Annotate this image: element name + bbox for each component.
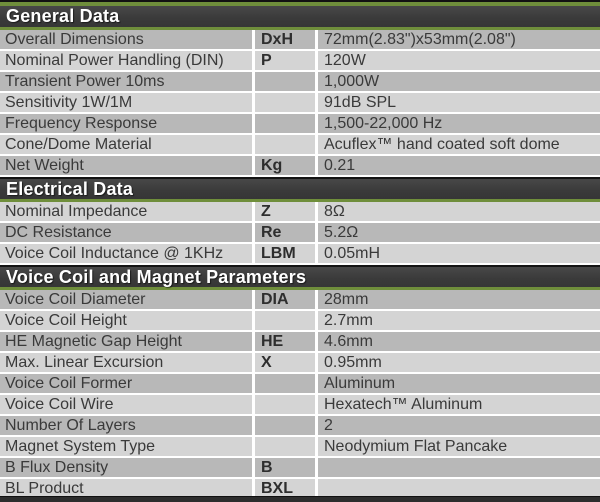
table-row: Nominal Impedance Z 8Ω <box>0 202 600 223</box>
row-label: Number Of Layers <box>0 416 252 435</box>
table-row: DC Resistance Re 5.2Ω <box>0 223 600 244</box>
row-value: Aluminum <box>318 374 600 393</box>
row-symbol <box>255 72 315 91</box>
row-symbol: DIA <box>255 290 315 309</box>
section-header: Electrical Data <box>0 177 600 202</box>
section-header: General Data <box>0 2 600 30</box>
top-edge-bar <box>0 0 600 2</box>
row-symbol: BXL <box>255 479 315 498</box>
row-value <box>318 458 600 477</box>
row-value: 8Ω <box>318 202 600 221</box>
table-row: Transient Power 10ms 1,000W <box>0 72 600 93</box>
row-label: Nominal Impedance <box>0 202 252 221</box>
row-value: Hexatech™ Aluminum <box>318 395 600 414</box>
row-label: Magnet System Type <box>0 437 252 456</box>
table-row: HE Magnetic Gap Height HE 4.6mm <box>0 332 600 353</box>
table-row: Voice Coil Height 2.7mm <box>0 311 600 332</box>
row-symbol <box>255 416 315 435</box>
row-value: 5.2Ω <box>318 223 600 242</box>
row-label: Overall Dimensions <box>0 30 252 49</box>
table-row: Voice Coil Inductance @ 1KHz LBM 0.05mH <box>0 244 600 265</box>
row-label: Voice Coil Wire <box>0 395 252 414</box>
row-label: Voice Coil Former <box>0 374 252 393</box>
table-row: B Flux Density B <box>0 458 600 479</box>
row-symbol <box>255 395 315 414</box>
row-value: 0.21 <box>318 156 600 175</box>
row-value: 1,500-22,000 Hz <box>318 114 600 133</box>
table-row: Nominal Power Handling (DIN) P 120W <box>0 51 600 72</box>
row-value: 72mm(2.83")x53mm(2.08") <box>318 30 600 49</box>
table-row: Overall Dimensions DxH 72mm(2.83")x53mm(2.… <box>0 30 600 51</box>
row-symbol: X <box>255 353 315 372</box>
table-row: Voice Coil Wire Hexatech™ Aluminum <box>0 395 600 416</box>
row-label: B Flux Density <box>0 458 252 477</box>
table-row: Voice Coil Diameter DIA 28mm <box>0 290 600 311</box>
row-value: 120W <box>318 51 600 70</box>
row-symbol: Re <box>255 223 315 242</box>
row-label: BL Product <box>0 479 252 498</box>
row-label: Cone/Dome Material <box>0 135 252 154</box>
row-value: 91dB SPL <box>318 93 600 112</box>
table-row: Net Weight Kg 0.21 <box>0 156 600 177</box>
table-row: Sensitivity 1W/1M 91dB SPL <box>0 93 600 114</box>
row-symbol: Z <box>255 202 315 221</box>
row-symbol <box>255 93 315 112</box>
row-label: Nominal Power Handling (DIN) <box>0 51 252 70</box>
table-row: Max. Linear Excursion X 0.95mm <box>0 353 600 374</box>
row-label: Sensitivity 1W/1M <box>0 93 252 112</box>
row-label: Max. Linear Excursion <box>0 353 252 372</box>
row-label: Transient Power 10ms <box>0 72 252 91</box>
row-value: 4.6mm <box>318 332 600 351</box>
row-symbol: P <box>255 51 315 70</box>
row-value: 1,000W <box>318 72 600 91</box>
row-label: HE Magnetic Gap Height <box>0 332 252 351</box>
row-label: Frequency Response <box>0 114 252 133</box>
row-symbol <box>255 374 315 393</box>
row-value: 2.7mm <box>318 311 600 330</box>
row-symbol: Kg <box>255 156 315 175</box>
row-symbol: DxH <box>255 30 315 49</box>
row-symbol: B <box>255 458 315 477</box>
table-row: Cone/Dome Material Acuflex™ hand coated s… <box>0 135 600 156</box>
row-label: Net Weight <box>0 156 252 175</box>
row-value: Neodymium Flat Pancake <box>318 437 600 456</box>
row-symbol <box>255 437 315 456</box>
row-value: 0.05mH <box>318 244 600 263</box>
row-symbol <box>255 135 315 154</box>
table-row: Magnet System Type Neodymium Flat Pancake <box>0 437 600 458</box>
row-value <box>318 479 600 498</box>
row-value: 0.95mm <box>318 353 600 372</box>
row-label: Voice Coil Diameter <box>0 290 252 309</box>
row-symbol <box>255 114 315 133</box>
row-symbol <box>255 311 315 330</box>
table-row: Voice Coil Former Aluminum <box>0 374 600 395</box>
section-header: Voice Coil and Magnet Parameters <box>0 265 600 290</box>
row-value: Acuflex™ hand coated soft dome <box>318 135 600 154</box>
row-value: 28mm <box>318 290 600 309</box>
table-row: Frequency Response 1,500-22,000 Hz <box>0 114 600 135</box>
row-label: Voice Coil Height <box>0 311 252 330</box>
row-symbol: HE <box>255 332 315 351</box>
row-label: Voice Coil Inductance @ 1KHz <box>0 244 252 263</box>
row-value: 2 <box>318 416 600 435</box>
table-row: Number Of Layers 2 <box>0 416 600 437</box>
row-label: DC Resistance <box>0 223 252 242</box>
row-symbol: LBM <box>255 244 315 263</box>
bottom-edge-bar <box>0 496 600 502</box>
